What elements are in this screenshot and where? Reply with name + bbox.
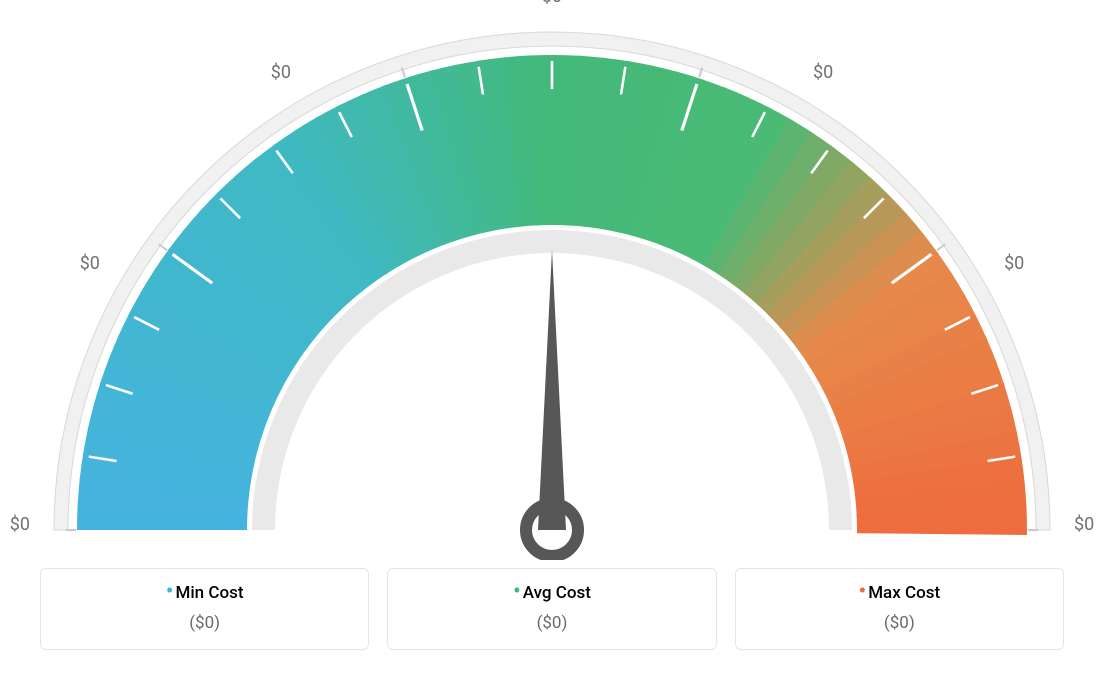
legend-avg-value: ($0) [398,613,705,633]
legend-label-min: • Min Cost [166,583,244,603]
legend-label-max: • Max Cost [858,583,940,603]
legend-card-avg: • Avg Cost ($0) [387,568,716,650]
legend-max-text: Max Cost [868,583,940,603]
legend-card-min: • Min Cost ($0) [40,568,369,650]
gauge-tick-label: $0 [542,0,562,7]
gauge-needle [538,250,566,530]
gauge-tick-label: $0 [10,514,30,535]
gauge-outer-tick [937,244,945,250]
legend-label-avg: • Avg Cost [513,583,591,603]
legend-avg-text: Avg Cost [523,583,591,603]
legend-min-text: Min Cost [175,583,243,603]
gauge-tick-label: $0 [1074,514,1094,535]
gauge-svg: $0 $0 $0 $0 $0 $0 $0 [0,0,1104,560]
legend-max-value: ($0) [746,613,1053,633]
legend-card-max: • Max Cost ($0) [735,568,1064,650]
gauge-tick-label: $0 [813,62,833,83]
gauge-chart: $0 $0 $0 $0 $0 $0 $0 [0,0,1104,560]
gauge-outer-tick [159,244,167,250]
gauge-tick-label: $0 [80,253,100,274]
legend-row: • Min Cost ($0) • Avg Cost ($0) • Max Co… [0,568,1104,650]
gauge-tick-label: $0 [271,62,291,83]
legend-min-value: ($0) [51,613,358,633]
gauge-tick-label: $0 [1004,253,1024,274]
